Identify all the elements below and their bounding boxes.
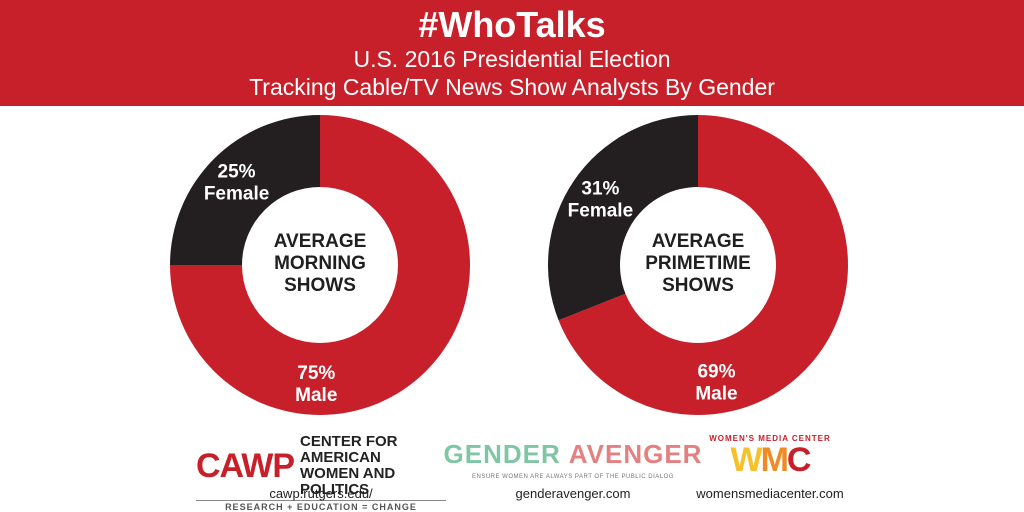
cawp-logo: CAWP CENTER FOR AMERICAN WOMEN AND POLIT… <box>196 434 446 512</box>
slice-male-percent-label: 75% <box>297 363 335 384</box>
subtitle-line-2: Tracking Cable/TV News Show Analysts By … <box>249 74 775 100</box>
charts-area: 75% Male 25% Female AVERAGE MORNING SHOWS 69% M… <box>0 106 1024 424</box>
hashtag-title: #WhoTalks <box>418 4 606 45</box>
center-label-line-2: MORNING <box>274 253 366 274</box>
cawp-name-line-1: CENTER FOR AMERICAN <box>300 433 398 466</box>
gender-avenger-logo: GENDER AVENGER ENSURE WOMEN ARE ALWAYS P… <box>444 434 702 481</box>
ga-word-avenger: AVENGER <box>568 438 703 469</box>
center-label-line-1: AVERAGE <box>652 231 745 252</box>
header-banner: #WhoTalks U.S. 2016 Presidential Electio… <box>0 0 1024 106</box>
slice-male-name-label: Male <box>295 385 337 406</box>
cawp-name-line-2: WOMEN AND POLITICS <box>300 465 396 498</box>
center-label-line-3: SHOWS <box>662 275 734 296</box>
slice-female <box>170 115 320 265</box>
center-label-line-2: PRIMETIME <box>645 253 751 274</box>
slice-female-percent-label: 31% <box>581 179 619 200</box>
center-label-line-1: AVERAGE <box>274 231 367 252</box>
wmc-logo-top-text: WOMEN'S MEDIA CENTER <box>709 434 831 443</box>
slice-female <box>548 115 698 321</box>
slice-female-name-label: Female <box>204 184 269 205</box>
slice-male <box>558 115 848 415</box>
cawp-url-link[interactable]: cawp.rutgers.edu/ <box>269 486 373 501</box>
wmc-url-link[interactable]: womensmediacenter.com <box>696 486 844 501</box>
gender-avenger-url-link[interactable]: genderavenger.com <box>515 486 631 501</box>
subtitle-line-1: U.S. 2016 Presidential Election <box>353 46 671 72</box>
ga-word-gender: GENDER <box>443 438 561 469</box>
slice-female-name-label: Female <box>568 201 633 222</box>
cawp-logo-mark: CAWP <box>196 446 295 485</box>
slice-male-name-label: Male <box>695 384 737 405</box>
wmc-logo: WOMEN'S MEDIA CENTER WMC <box>690 434 850 477</box>
cawp-tagline: RESEARCH + EDUCATION = CHANGE <box>196 500 446 512</box>
slice-male-percent-label: 69% <box>697 362 735 383</box>
slice-female-percent-label: 25% <box>218 162 256 183</box>
wmc-logo-mark: WMC <box>730 441 812 479</box>
slice-male <box>170 115 470 415</box>
logos-footer: CAWP CENTER FOR AMERICAN WOMEN AND POLIT… <box>0 424 1024 512</box>
center-label-line-3: SHOWS <box>284 275 356 296</box>
ga-tagline: ENSURE WOMEN ARE ALWAYS PART OF THE PUBL… <box>472 474 674 480</box>
